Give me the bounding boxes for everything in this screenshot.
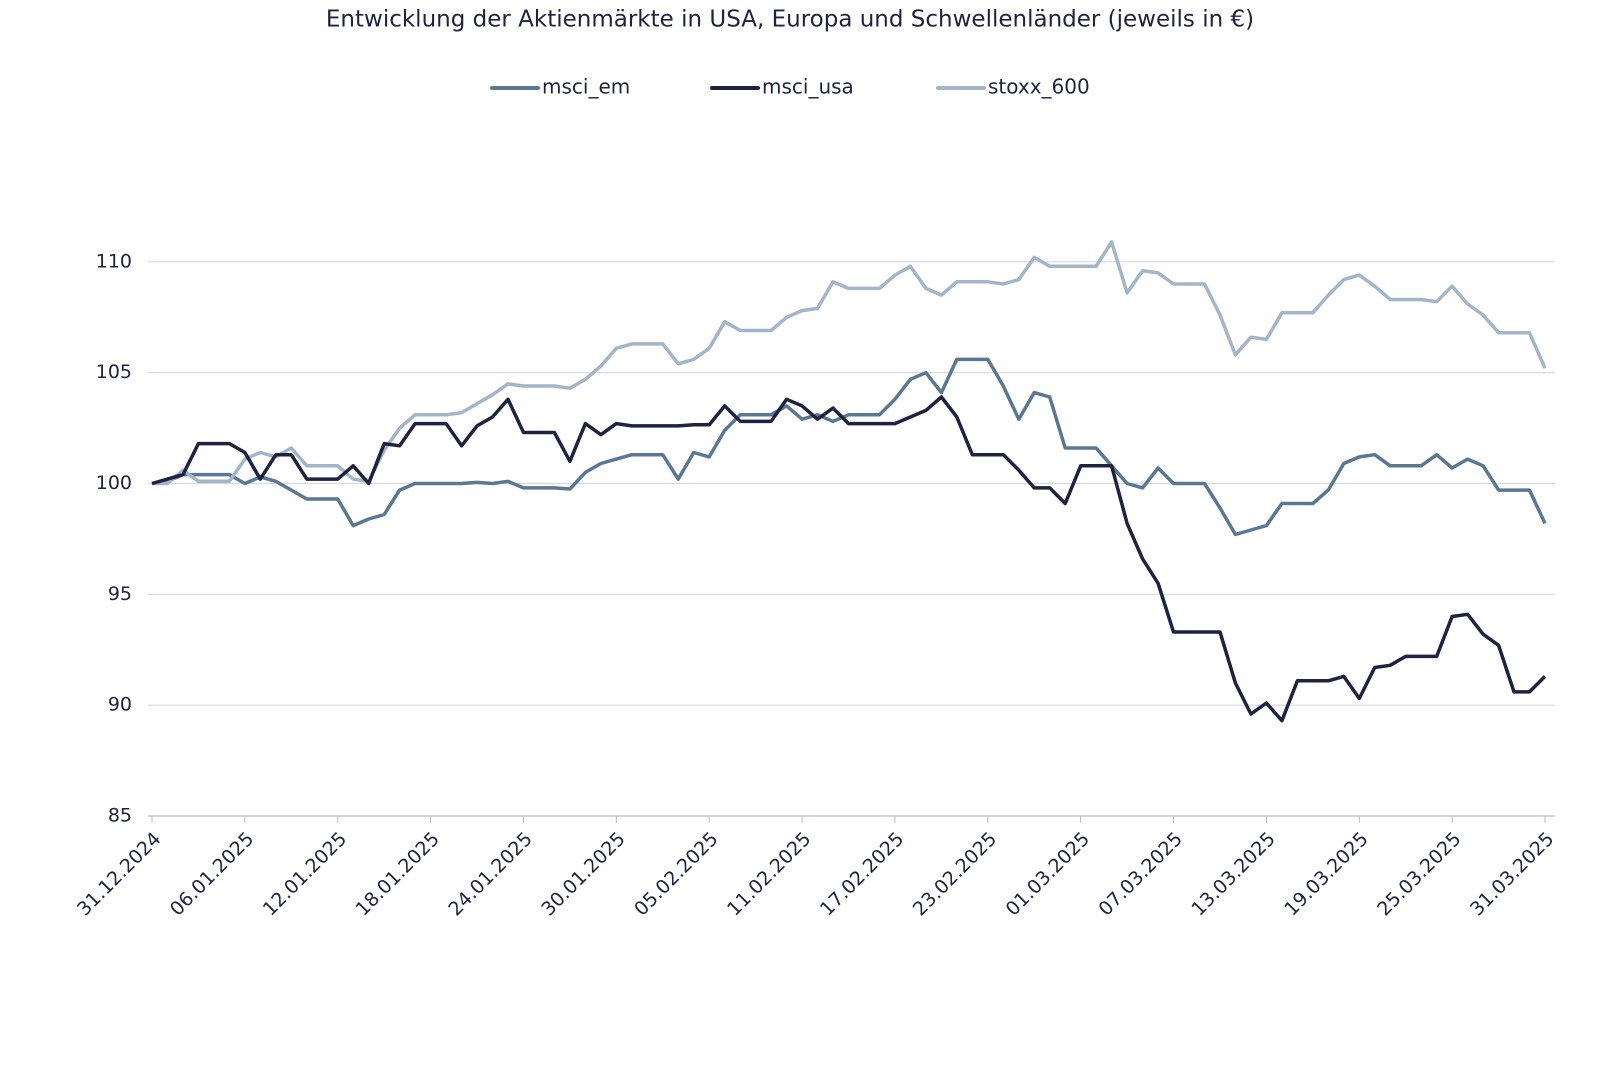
legend-label[interactable]: msci_em [542, 75, 630, 99]
y-tick-label: 110 [96, 250, 132, 272]
x-tick-label: 01.03.2025 [1002, 828, 1094, 920]
x-tick-label: 07.03.2025 [1094, 828, 1186, 920]
x-tick-label: 19.03.2025 [1280, 828, 1372, 920]
x-tick-label: 25.03.2025 [1373, 828, 1465, 920]
x-tick-label: 31.03.2025 [1466, 828, 1558, 920]
x-tick-label: 23.02.2025 [909, 828, 1001, 920]
legend-label[interactable]: msci_usa [762, 75, 854, 99]
series-line [151, 357, 1547, 537]
x-tick-label: 11.02.2025 [723, 828, 815, 920]
legend-label[interactable]: stoxx_600 [988, 75, 1090, 99]
y-tick-label: 105 [96, 361, 132, 383]
x-tick-label: 31.12.2024 [73, 828, 165, 920]
y-tick-label: 90 [108, 694, 132, 716]
x-tick-label: 17.02.2025 [816, 828, 908, 920]
chart-title: Entwicklung der Aktienmärkte in USA, Eur… [326, 7, 1254, 33]
x-tick-label: 18.01.2025 [352, 828, 444, 920]
x-tick-label: 24.01.2025 [444, 828, 536, 920]
x-tick-label: 13.03.2025 [1187, 828, 1279, 920]
y-tick-label: 100 [96, 472, 132, 494]
x-tick-label: 05.02.2025 [630, 828, 722, 920]
y-tick-label: 95 [108, 583, 132, 605]
series-line [152, 240, 1547, 486]
series-line [151, 395, 1547, 723]
x-tick-label: 06.01.2025 [166, 828, 258, 920]
y-tick-label: 85 [108, 805, 132, 827]
x-tick-label: 12.01.2025 [259, 828, 351, 920]
x-tick-label: 30.01.2025 [537, 828, 629, 920]
